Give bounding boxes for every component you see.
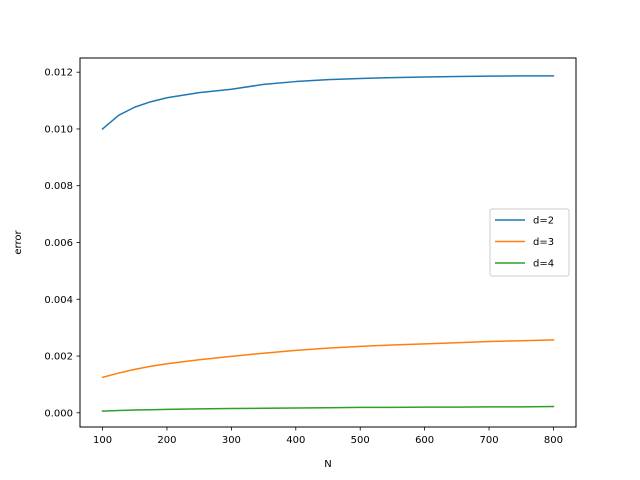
x-axis-label: N — [324, 459, 331, 470]
y-tick-label: 0.008 — [44, 181, 73, 192]
y-axis: 0.000 0.002 0.004 0.006 0.008 0.010 0.012 — [44, 68, 80, 419]
x-tick-label: 200 — [157, 435, 176, 446]
x-tick-label: 500 — [351, 435, 370, 446]
x-tick-label: 300 — [222, 435, 241, 446]
x-axis: 100 200 300 400 500 600 700 800 — [93, 427, 563, 446]
legend-label-d-4: d=4 — [533, 259, 554, 270]
y-tick-label: 0.012 — [44, 68, 73, 79]
x-tick-label: 800 — [544, 435, 563, 446]
y-tick-label: 0.000 — [44, 408, 73, 419]
y-axis-label: error — [13, 230, 24, 255]
legend-label-d-2: d=2 — [533, 216, 554, 227]
x-tick-label: 700 — [479, 435, 498, 446]
y-tick-label: 0.002 — [44, 352, 73, 363]
series-line-d-3 — [101, 339, 555, 379]
series-line-d-2 — [101, 75, 555, 131]
x-tick-label: 100 — [93, 435, 112, 446]
legend: d=2 d=3 d=4 — [489, 208, 570, 277]
y-tick-label: 0.006 — [44, 238, 73, 249]
y-tick-label: 0.010 — [44, 124, 73, 135]
y-tick-label: 0.004 — [44, 295, 73, 306]
x-tick-label: 400 — [286, 435, 305, 446]
x-tick-label: 600 — [415, 435, 434, 446]
legend-box — [489, 208, 570, 277]
legend-label-d-3: d=3 — [533, 237, 554, 248]
series-layer — [101, 75, 555, 412]
series-line-d-4 — [101, 405, 555, 412]
